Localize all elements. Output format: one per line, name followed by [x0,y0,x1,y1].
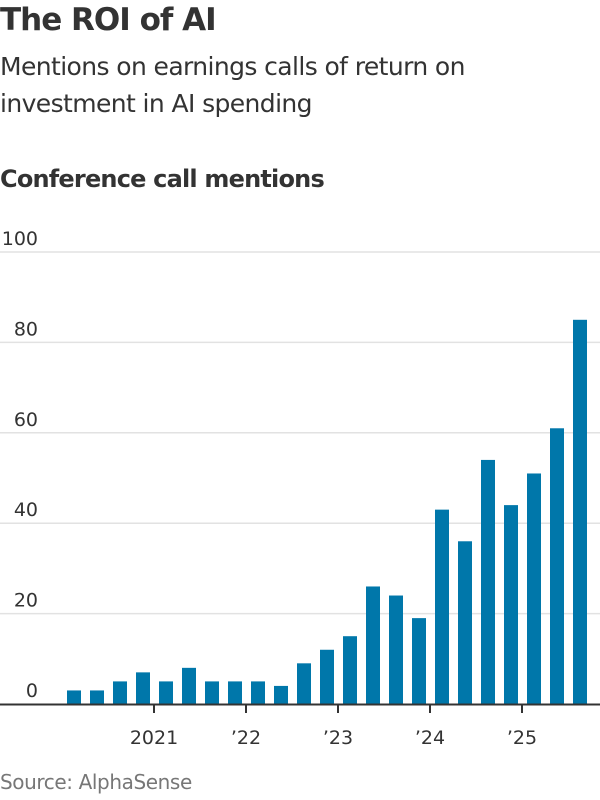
bar [136,672,150,704]
panel-title: Conference call mentions [0,165,325,193]
bar [550,428,564,704]
bar [90,690,104,704]
bar [182,667,196,704]
bar [458,541,472,704]
bar [527,473,541,704]
bar [228,681,242,704]
bar [412,618,426,704]
bar [389,595,403,704]
bar [366,586,380,704]
bar [297,663,311,704]
bar [504,505,518,704]
bar [435,509,449,704]
bar [113,681,127,704]
x-tick-label: ’22 [231,727,261,749]
y-tick-label: 100 [2,228,38,250]
bar [320,649,334,704]
x-tick-label: 2021 [130,727,178,749]
y-tick-label: 0 [26,680,38,702]
bar [573,319,587,704]
bar [159,681,173,704]
bar [251,681,265,704]
bar [343,636,357,704]
y-tick-label: 80 [14,318,38,340]
y-tick-label: 40 [14,499,38,521]
x-axis: 2021 ’22 ’23 ’24 ’25 [0,703,600,749]
y-tick-label: 20 [14,590,38,612]
bar [274,685,288,704]
bar [67,690,81,704]
x-tick-label: ’24 [415,727,445,749]
x-tick-label: ’23 [323,727,353,749]
bar [481,459,495,704]
bar [205,681,219,704]
bars [67,319,587,704]
x-tick-label: ’25 [507,727,537,749]
source-note: Source: AlphaSense [0,770,192,794]
y-tick-label: 60 [14,409,38,431]
chart-subtitle: Mentions on earnings calls of return on … [0,52,465,118]
chart-title: The ROI of AI [0,2,217,38]
gridlines: 0 20 40 60 80 100 [0,228,600,702]
